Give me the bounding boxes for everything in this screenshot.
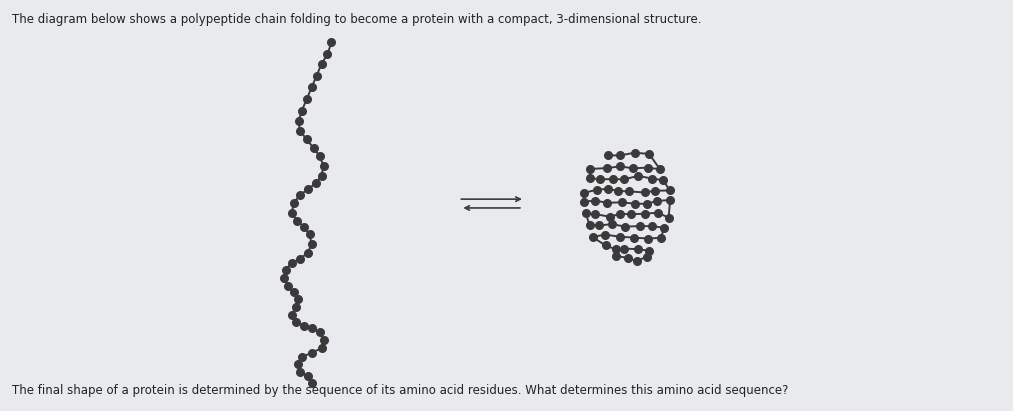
Text: The final shape of a protein is determined by the sequence of its amino acid res: The final shape of a protein is determin… (12, 384, 788, 397)
Text: The diagram below shows a polypeptide chain folding to become a protein with a c: The diagram below shows a polypeptide ch… (12, 13, 702, 26)
